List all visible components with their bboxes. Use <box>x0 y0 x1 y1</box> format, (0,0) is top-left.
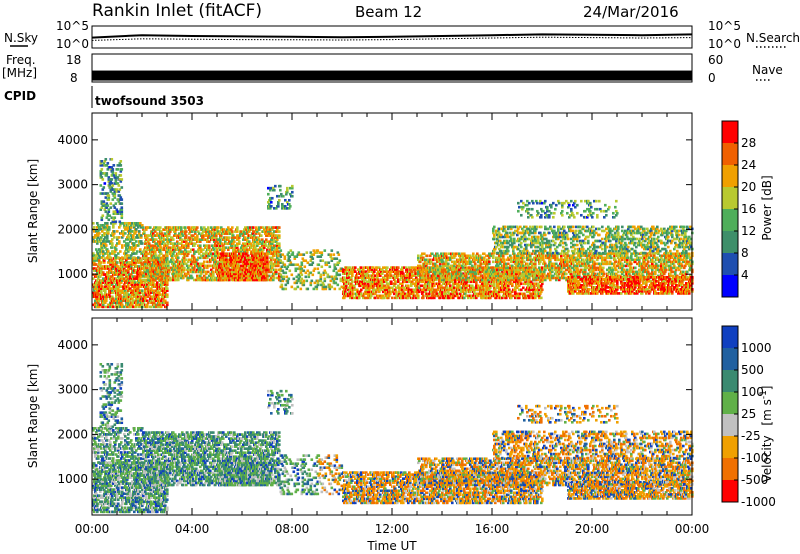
colorbar-tick-label: -500 <box>741 473 768 487</box>
colorbar-tick-label: 8 <box>741 246 749 260</box>
colorbar-segment <box>722 392 738 415</box>
xaxis-label: Time UT <box>366 539 417 553</box>
colorbar-tick-label: 12 <box>741 224 756 238</box>
colorbar-segment <box>722 326 738 349</box>
velocity-panel: 1000 2000 3000 4000 00:00 04:00 08:00 12:00 16:… <box>26 317 776 553</box>
nsearch-tick-top: 10^5 <box>708 19 741 33</box>
freq-tick-top: 18 <box>66 53 81 67</box>
velocity-colorbar-unit-close: ] <box>760 385 774 390</box>
colorbar-segment <box>722 480 738 503</box>
freq-label: Freq. <box>6 53 36 67</box>
colorbar-segment <box>722 458 738 481</box>
nsky-tick-bottom: 10^0 <box>56 37 89 51</box>
colorbar-tick-label: -100 <box>741 451 768 465</box>
colorbar-tick-label: 16 <box>741 202 756 216</box>
xtick-label: 00:00 <box>675 522 710 536</box>
colorbar-segment <box>722 165 738 188</box>
colorbar-tick-label: 20 <box>741 180 756 194</box>
nave-tick-bottom: 0 <box>708 71 716 85</box>
velocity-colorbar-label: Velocity [m s-1] <box>759 385 774 482</box>
velocity-colorbar-title: Velocity <box>760 435 774 482</box>
velocity-scatter-data <box>92 362 694 514</box>
colorbar-tick-label: 500 <box>741 363 764 377</box>
xtick-label: 20:00 <box>575 522 610 536</box>
freq-unit-label: [MHz] <box>2 66 37 80</box>
colorbar-segment <box>722 370 738 393</box>
nave-tick-top: 60 <box>708 53 723 67</box>
xtick-label: 04:00 <box>175 522 210 536</box>
colorbar-tick-label: 25 <box>741 407 756 421</box>
nsky-panel: N.Sky 10^5 10^0 10^5 10^0 N.Search <box>4 19 800 51</box>
date-title: 24/Mar/2016 <box>583 3 679 21</box>
velocity-ylabel: Slant Range [km] <box>26 364 40 468</box>
ytick-label: 2000 <box>57 222 88 236</box>
colorbar-tick-label: 24 <box>741 158 756 172</box>
colorbar-segment <box>722 348 738 371</box>
beam-title: Beam 12 <box>355 3 422 21</box>
colorbar-tick-label: 28 <box>741 136 756 150</box>
colorbar-segment <box>722 275 738 298</box>
nsky-series-1 <box>91 36 693 41</box>
cpid-label: CPID <box>4 89 36 103</box>
nsky-tick-top: 10^5 <box>56 19 89 33</box>
nsearch-label: N.Search <box>746 31 800 45</box>
ytick-label: 4000 <box>57 338 88 352</box>
colorbar-tick-label: 4 <box>741 268 749 282</box>
colorbar-segment <box>722 143 738 166</box>
colorbar-tick-label: 100 <box>741 385 764 399</box>
power-ylabel: Slant Range [km] <box>26 159 40 263</box>
ytick-label: 3000 <box>57 383 88 397</box>
station-title: Rankin Inlet (fitACF) <box>92 1 262 21</box>
nsky-label: N.Sky <box>4 31 38 45</box>
velocity-colorbar-exponent: -1 <box>759 390 769 399</box>
colorbar-segment <box>722 209 738 232</box>
freq-panel-frame <box>91 53 693 83</box>
power-panel: 1000 2000 3000 4000 Slant Range [km] 4 8 12 16… <box>26 112 774 311</box>
colorbar-segment <box>722 253 738 276</box>
xtick-label: 00:00 <box>75 522 110 536</box>
ytick-label: 2000 <box>57 427 88 441</box>
xtick-label: 16:00 <box>475 522 510 536</box>
freq-band <box>92 70 692 81</box>
colorbar-segment <box>722 121 738 144</box>
cpid-value: twofsound 3503 <box>95 94 204 108</box>
power-scatter-data <box>92 157 694 309</box>
colorbar-tick-label: -1000 <box>741 495 776 509</box>
colorbar-tick-label: 1000 <box>741 341 772 355</box>
ytick-label: 1000 <box>57 267 88 281</box>
velocity-colorbar-unit: [m s <box>760 399 774 425</box>
xtick-label: 08:00 <box>275 522 310 536</box>
colorbar-segment <box>722 187 738 210</box>
nave-label: Nave <box>752 63 783 77</box>
ytick-label: 3000 <box>57 178 88 192</box>
ytick-label: 4000 <box>57 133 88 147</box>
colorbar-segment <box>722 231 738 254</box>
ytick-label: 1000 <box>57 472 88 486</box>
xtick-label: 12:00 <box>375 522 410 536</box>
freq-panel: Freq. [MHz] 18 8 60 0 Nave <box>2 53 783 85</box>
nsearch-tick-bottom: 10^0 <box>708 37 741 51</box>
freq-tick-bottom: 8 <box>70 71 78 85</box>
power-colorbar-label: Power [dB] <box>760 175 774 240</box>
colorbar-segment <box>722 436 738 459</box>
colorbar-tick-label: -25 <box>741 429 761 443</box>
nsky-series-0 <box>91 33 693 39</box>
colorbar-segment <box>722 414 738 437</box>
